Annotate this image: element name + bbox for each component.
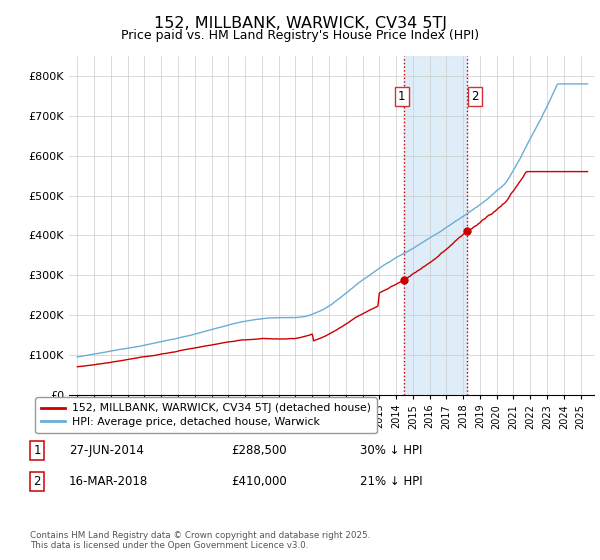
Text: 2: 2 xyxy=(34,475,41,488)
Text: 27-JUN-2014: 27-JUN-2014 xyxy=(69,444,144,458)
Text: £288,500: £288,500 xyxy=(231,444,287,458)
Bar xyxy=(404,56,467,395)
Text: 152, MILLBANK, WARWICK, CV34 5TJ: 152, MILLBANK, WARWICK, CV34 5TJ xyxy=(154,16,446,31)
Text: 30% ↓ HPI: 30% ↓ HPI xyxy=(360,444,422,458)
Text: 2: 2 xyxy=(472,90,479,103)
Text: 16-MAR-2018: 16-MAR-2018 xyxy=(69,475,148,488)
Legend: 152, MILLBANK, WARWICK, CV34 5TJ (detached house), HPI: Average price, detached : 152, MILLBANK, WARWICK, CV34 5TJ (detach… xyxy=(35,398,377,433)
Text: £410,000: £410,000 xyxy=(231,475,287,488)
Text: 1: 1 xyxy=(34,444,41,458)
Text: 1: 1 xyxy=(398,90,406,103)
Text: Price paid vs. HM Land Registry's House Price Index (HPI): Price paid vs. HM Land Registry's House … xyxy=(121,29,479,42)
Text: Contains HM Land Registry data © Crown copyright and database right 2025.
This d: Contains HM Land Registry data © Crown c… xyxy=(30,530,370,550)
Text: 21% ↓ HPI: 21% ↓ HPI xyxy=(360,475,422,488)
